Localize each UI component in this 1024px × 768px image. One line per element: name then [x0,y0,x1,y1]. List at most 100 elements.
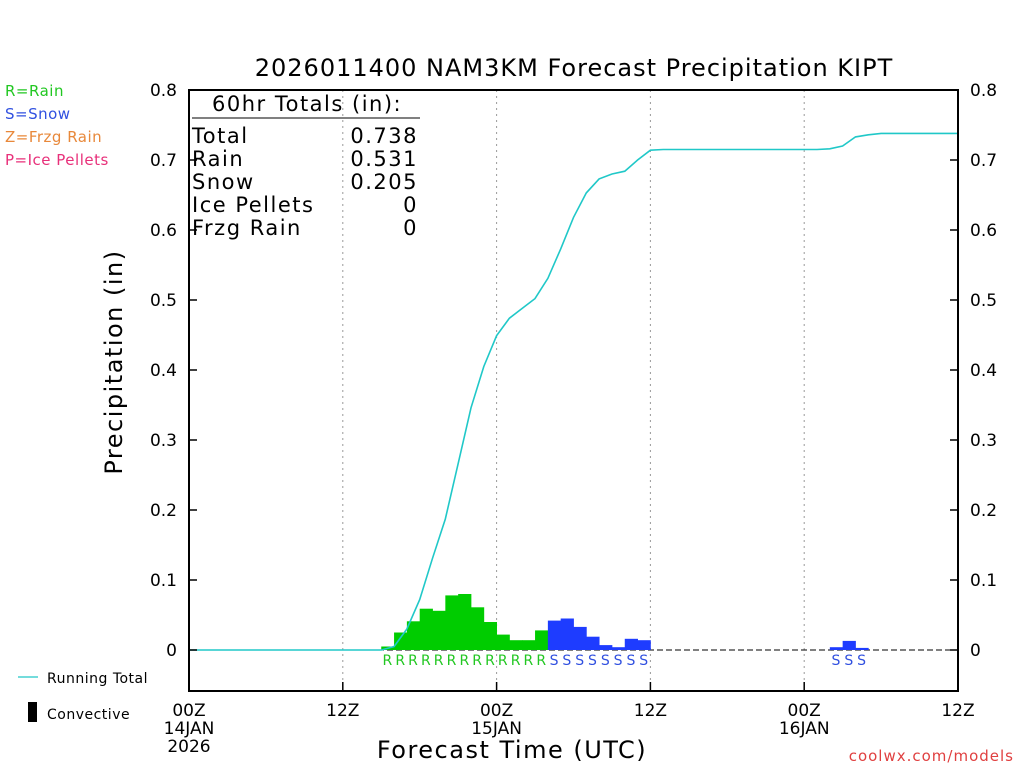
y-tick-label-left: 0.7 [150,151,177,171]
rain-bar [445,595,459,650]
plot-frame [188,89,959,692]
totals-heading: 60hr Totals (in): [212,92,402,116]
snow-bar [586,636,600,650]
totals-row-value: 0.205 [350,170,418,194]
y-tick-label-right: 0.2 [970,501,997,521]
rain-bar [509,640,523,650]
totals-row-label: Rain [192,147,244,171]
rain-type-letter: R [408,653,418,669]
snow-type-letter: S [601,653,610,669]
rain-type-letter: R [459,653,469,669]
x-tick-label: 16JAN [779,719,830,739]
precip-type-legend-item: Z=Frzg Rain [5,128,102,146]
snow-type-letter: S [588,653,597,669]
x-tick-label: 15JAN [471,719,522,739]
rain-type-letter: R [524,653,534,669]
totals-row-label: Total [191,124,249,148]
snow-type-letter: S [639,653,648,669]
y-tick-label-left: 0.3 [150,431,177,451]
rain-type-letter: R [447,653,457,669]
snow-bar [637,640,651,650]
snow-bar [547,620,562,650]
snow-type-letter: S [626,653,635,669]
y-tick-label-right: 0.3 [970,431,997,451]
rain-type-letter: R [511,653,521,669]
rain-bar [406,621,421,650]
x-tick-label: 12Z [326,701,359,721]
rain-type-letter: R [485,653,495,669]
rain-type-letter: R [472,653,482,669]
y-tick-label-right: 0 [970,641,981,661]
snow-bar [599,645,613,650]
snow-type-letter: S [550,653,559,669]
chart-title: 2026011400 NAM3KM Forecast Precipitation… [255,54,894,82]
rain-type-letter: R [536,653,546,669]
snow-bar [611,647,626,650]
y-tick-label-left: 0.2 [150,501,177,521]
y-tick-label-right: 0.6 [970,221,997,241]
y-tick-label-left: 0.4 [150,361,177,381]
snow-bar [624,638,638,650]
x-tick-label: 2026 [167,737,210,757]
rain-bar [432,610,446,650]
snow-bar [829,647,844,650]
x-tick-label: 00Z [172,701,205,721]
rain-type-letter: R [498,653,508,669]
rain-type-letter: R [434,653,444,669]
y-axis-label: Precipitation (in) [100,249,128,474]
running-total-line [189,132,958,651]
running-total-legend-label: Running Total [47,671,148,687]
snow-type-letter: S [575,653,584,669]
rain-bar [496,634,510,650]
rain-bar [483,622,497,650]
rain-bar [470,607,485,650]
y-tick-label-right: 0.1 [970,571,997,591]
snow-bar [842,640,856,650]
totals-row-label: Snow [192,170,255,194]
convective-legend-label: Convective [47,707,130,723]
snow-bar [855,647,869,650]
snow-bar [560,618,574,650]
x-tick-label: 12Z [941,701,974,721]
rain-type-letter: R [383,653,393,669]
x-tick-label: 12Z [634,701,667,721]
snow-type-letter: S [832,653,841,669]
rain-bar [522,640,536,650]
y-tick-label-right: 0.7 [970,151,997,171]
totals-row-value: 0.531 [350,147,418,171]
snow-type-letter: S [614,653,623,669]
y-tick-label-left: 0.6 [150,221,177,241]
x-tick-label: 00Z [788,701,821,721]
x-tick-label: 00Z [480,701,513,721]
snow-type-letter: S [844,653,853,669]
totals-row-value: 0 [403,216,418,240]
convective-legend-swatch [28,702,37,722]
y-tick-label-right: 0.5 [970,291,997,311]
y-tick-label-right: 0.8 [970,81,997,101]
y-tick-label-right: 0.4 [970,361,997,381]
precip-type-legend-item: S=Snow [5,105,71,123]
rain-bar [458,594,472,650]
y-tick-label-left: 0.1 [150,571,177,591]
source-credit: coolwx.com/models [849,747,1014,765]
rain-type-letter: R [395,653,405,669]
precip-type-legend-item: P=Ice Pellets [5,151,109,169]
y-tick-label-left: 0.8 [150,81,177,101]
totals-row-value: 0.738 [350,124,418,148]
rain-bar [394,632,408,650]
x-tick-label: 14JAN [164,719,215,739]
rain-type-letter: R [421,653,431,669]
precip-type-legend-item: R=Rain [5,82,64,100]
rain-bar [535,630,549,650]
snow-type-letter: S [562,653,571,669]
y-tick-label-left: 0 [166,641,177,661]
snow-type-letter: S [857,653,866,669]
y-tick-label-left: 0.5 [150,291,177,311]
totals-row-value: 0 [403,193,418,217]
totals-row-label: Frzg Rain [192,216,302,240]
x-axis-label: Forecast Time (UTC) [377,736,647,764]
totals-row-label: Ice Pellets [192,193,314,217]
rain-bar [419,608,433,650]
snow-bar [573,626,587,650]
